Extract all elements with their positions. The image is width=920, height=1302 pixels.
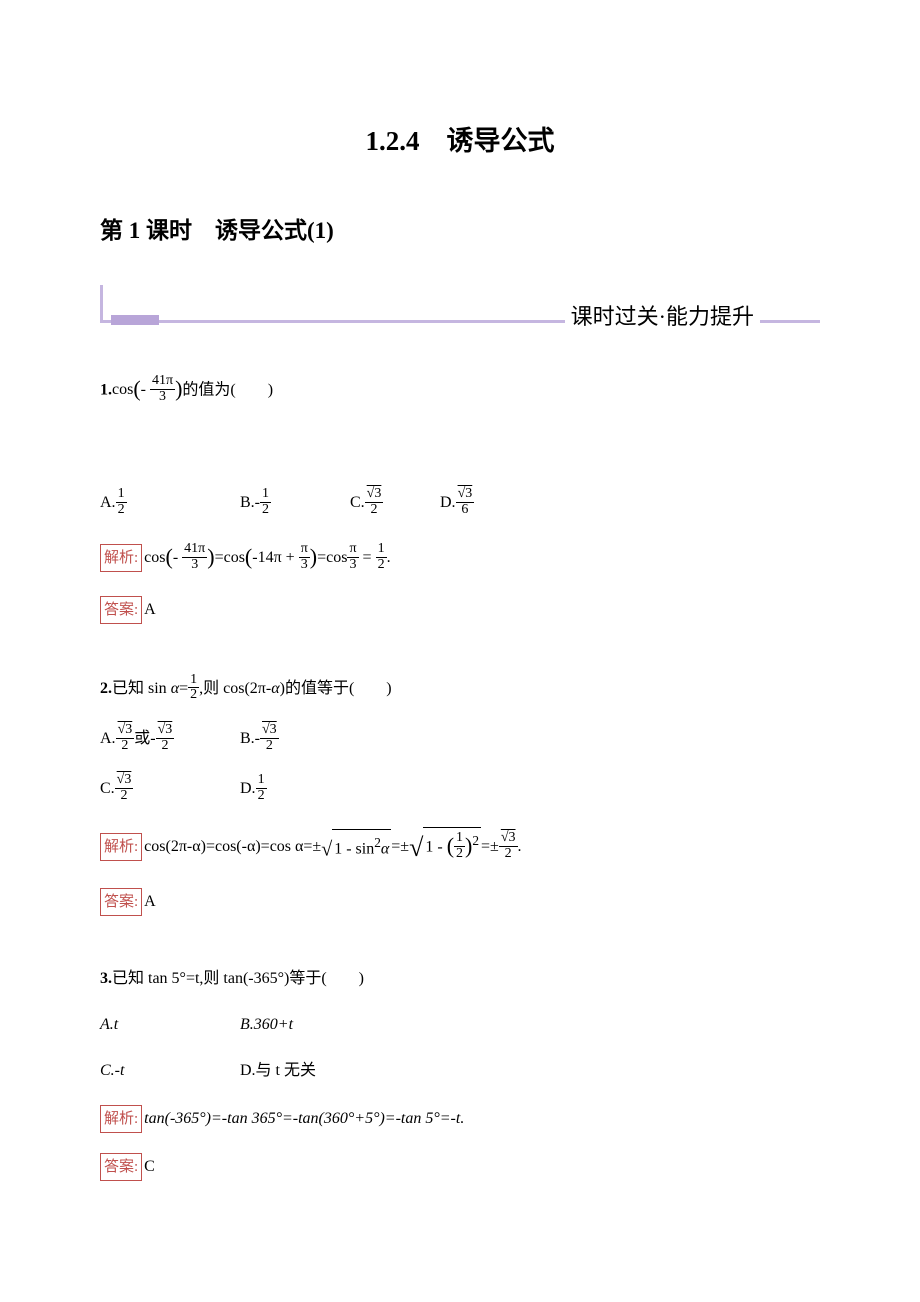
options: A.12 B.-12 C.√32 D.√36 (100, 488, 820, 518)
section-banner: 课时过关·能力提升 (100, 285, 820, 323)
option-a: A.t (100, 1012, 240, 1038)
answer-value: A (144, 601, 156, 618)
question-text: 2.已知 sin α=12,则 cos(2π-α)的值等于( ) (100, 674, 820, 704)
question-1: 1.cos(- 41π3)的值为( ) A.12 B.-12 C.√32 D.√… (100, 373, 820, 624)
analysis: 解析:tan(-365°)=-tan 365°=-tan(360°+5°)=-t… (100, 1105, 820, 1133)
answer: 答案:A (100, 888, 820, 916)
answer-label: 答案: (100, 888, 142, 916)
option-d: D.与 t 无关 (240, 1058, 316, 1084)
options: A.√32或-√32 B.-√32 C.√32 D.12 (100, 724, 820, 805)
q1-suffix: 的值为( ) (182, 381, 273, 398)
question-text: 3.已知 tan 5°=t,则 tan(-365°)等于( ) (100, 966, 820, 992)
banner-decoration (111, 315, 159, 325)
question-3: 3.已知 tan 5°=t,则 tan(-365°)等于( ) A.t B.36… (100, 966, 820, 1181)
question-2: 2.已知 sin α=12,则 cos(2π-α)的值等于( ) A.√32或-… (100, 674, 820, 917)
option-a: A.√32或-√32 (100, 724, 240, 754)
option-b: B.-12 (240, 488, 350, 518)
answer: 答案:C (100, 1153, 820, 1181)
option-c: C.√32 (100, 774, 240, 804)
analysis: 解析:cos(- 41π3)=cos(-14π + π3)=cosπ3 = 12… (100, 541, 820, 576)
banner-text: 课时过关·能力提升 (565, 299, 760, 334)
question-number: 3. (100, 970, 112, 987)
option-d: D.√36 (440, 488, 474, 518)
analysis: 解析:cos(2π-α)=cos(-α)=cos α=±√1 - sin2α=±… (100, 827, 820, 869)
options: A.t B.360+t C.-t D.与 t 无关 (100, 1012, 820, 1083)
answer-value: A (144, 893, 156, 910)
question-number: 1. (100, 381, 112, 398)
question-text: 1.cos(- 41π3)的值为( ) (100, 373, 820, 408)
question-number: 2. (100, 680, 112, 697)
option-b: B.360+t (240, 1012, 293, 1038)
option-b: B.-√32 (240, 724, 279, 754)
main-title: 1.2.4 诱导公式 (100, 120, 820, 163)
option-d: D.12 (240, 774, 267, 804)
analysis-content: tan(-365°)=-tan 365°=-tan(360°+5°)=-tan … (144, 1110, 464, 1127)
option-c: C.√32 (350, 488, 440, 518)
answer-value: C (144, 1158, 155, 1175)
option-c: C.-t (100, 1058, 240, 1084)
sub-title: 第 1 课时 诱导公式(1) (100, 213, 820, 250)
analysis-label: 解析: (100, 833, 142, 861)
answer-label: 答案: (100, 596, 142, 624)
analysis-label: 解析: (100, 544, 142, 572)
answer-label: 答案: (100, 1153, 142, 1181)
option-a: A.12 (100, 488, 240, 518)
analysis-label: 解析: (100, 1105, 142, 1133)
answer: 答案:A (100, 596, 820, 624)
